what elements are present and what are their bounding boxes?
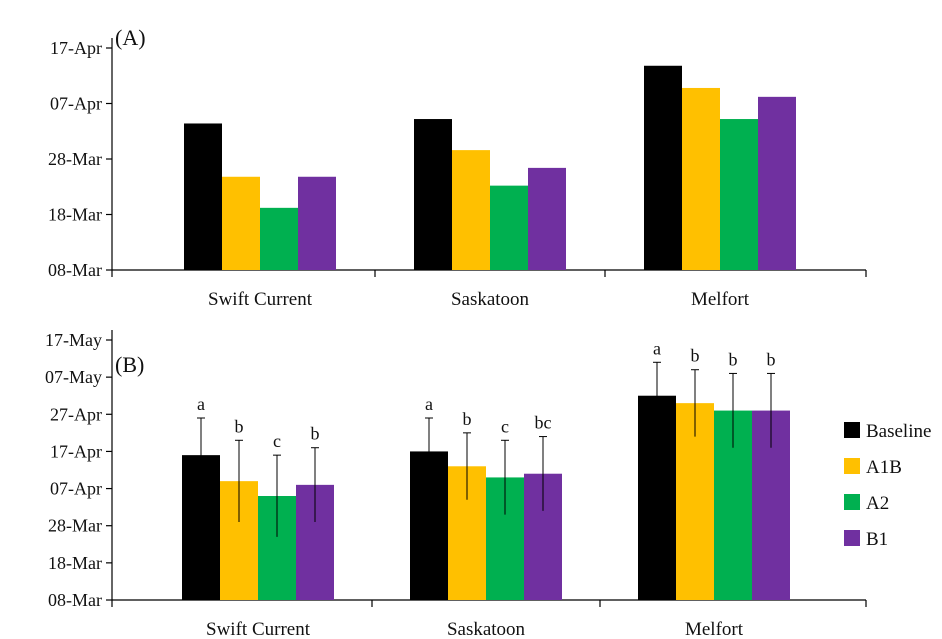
significance-label: a bbox=[425, 394, 433, 414]
bar-b1-melfort bbox=[758, 96, 796, 270]
panel-a: 08-Mar 18-Mar 28-Mar 07-Apr 17-Apr Swift Curr… bbox=[48, 25, 867, 310]
significance-label: b bbox=[691, 346, 700, 366]
legend-label-b1: B1 bbox=[866, 529, 888, 550]
significance-label: b bbox=[311, 424, 320, 444]
y-tick-label: 28-Mar bbox=[48, 149, 102, 169]
y-tick-label: 17-Apr bbox=[50, 38, 102, 58]
category-label: Saskatoon bbox=[451, 289, 530, 310]
bar-a1b-swift-current bbox=[222, 176, 260, 270]
bar-a1b-melfort bbox=[682, 87, 720, 271]
y-tick-label: 08-Mar bbox=[48, 260, 102, 280]
legend-swatch-b1 bbox=[844, 530, 860, 546]
bar-a2-swift-current bbox=[260, 207, 298, 270]
significance-label: b bbox=[463, 409, 472, 429]
bar-b1-swift-current bbox=[298, 176, 336, 270]
significance-label: b bbox=[235, 416, 244, 436]
bar-b1-saskatoon bbox=[528, 167, 566, 270]
y-tick-label: 28-Mar bbox=[48, 516, 102, 536]
bar-baseline-melfort bbox=[644, 65, 682, 270]
legend-swatch-a1b bbox=[844, 458, 860, 474]
panel-label: (A) bbox=[115, 25, 146, 50]
panel-label: (B) bbox=[115, 352, 144, 377]
significance-label: bc bbox=[535, 413, 552, 433]
category-label: Saskatoon bbox=[447, 619, 526, 639]
bar-baseline-melfort bbox=[638, 395, 676, 600]
y-tick-label: 07-May bbox=[45, 367, 102, 387]
bar-baseline-saskatoon bbox=[414, 119, 452, 270]
category-label: Melfort bbox=[685, 619, 744, 639]
category-label: Swift Current bbox=[208, 289, 313, 310]
category-label: Swift Current bbox=[206, 619, 311, 639]
legend-label-a2: A2 bbox=[866, 493, 889, 514]
y-tick-label: 08-Mar bbox=[48, 590, 102, 610]
legend-swatch-baseline bbox=[844, 422, 860, 438]
legend: Baseline A1B A2 B1 bbox=[844, 421, 931, 550]
y-tick-label: 07-Apr bbox=[50, 479, 102, 499]
bar-baseline-swift-current bbox=[184, 123, 222, 270]
legend-swatch-a2 bbox=[844, 494, 860, 510]
panel-b: 08-Mar 18-Mar 28-Mar 07-Apr 17-Apr 27-Apr 07-M… bbox=[45, 330, 867, 639]
significance-label: c bbox=[273, 431, 281, 451]
bar-a1b-saskatoon bbox=[452, 150, 490, 270]
significance-label: a bbox=[197, 394, 205, 414]
y-tick-label: 27-Apr bbox=[50, 404, 102, 424]
y-tick-label: 17-May bbox=[45, 330, 102, 350]
legend-label-baseline: Baseline bbox=[866, 421, 931, 442]
y-tick-label: 07-Apr bbox=[50, 94, 102, 114]
y-tick-label: 18-Mar bbox=[48, 205, 102, 225]
significance-label: b bbox=[767, 349, 776, 369]
bar-a2-saskatoon bbox=[490, 185, 528, 270]
bar-a2-melfort bbox=[720, 119, 758, 270]
significance-label: b bbox=[729, 349, 738, 369]
y-tick-label: 17-Apr bbox=[50, 441, 102, 461]
y-tick-label: 18-Mar bbox=[48, 553, 102, 573]
significance-label: a bbox=[653, 338, 661, 358]
legend-label-a1b: A1B bbox=[866, 457, 902, 478]
category-label: Melfort bbox=[691, 289, 750, 310]
significance-label: c bbox=[501, 416, 509, 436]
